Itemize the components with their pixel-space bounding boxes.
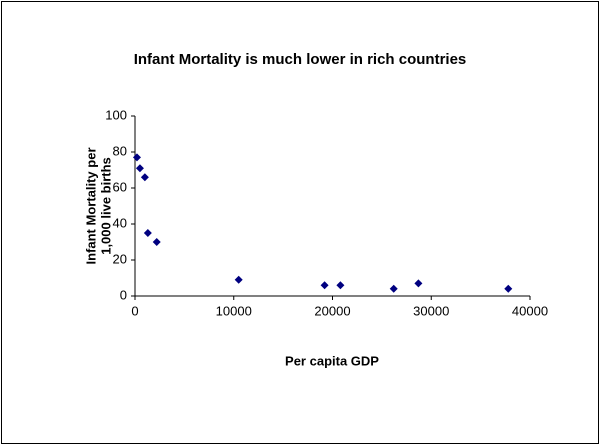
point <box>140 173 149 182</box>
chart-title: Infant Mortality is much lower in rich c… <box>134 51 467 68</box>
point <box>389 284 398 293</box>
point <box>336 281 345 290</box>
y-tick-label: 100 <box>105 107 127 122</box>
point <box>132 153 141 162</box>
point <box>320 281 329 290</box>
point <box>414 279 423 288</box>
x-tick-label: 0 <box>131 303 138 318</box>
x-tick-label: 30000 <box>413 303 449 318</box>
x-tick-label: 40000 <box>512 303 548 318</box>
point <box>135 164 144 173</box>
point <box>234 275 243 284</box>
point <box>143 229 152 237</box>
y-axis-title: 1,000 live births <box>98 157 113 255</box>
y-tick-label: 60 <box>113 179 127 194</box>
y-axis-title: Infant Mortality per <box>83 147 98 264</box>
point <box>504 284 513 293</box>
y-tick-label: 20 <box>113 251 127 266</box>
x-tick-label: 10000 <box>216 303 252 318</box>
y-tick-label: 40 <box>113 215 127 230</box>
point <box>152 238 161 246</box>
y-tick-label: 0 <box>120 287 127 302</box>
y-tick-label: 80 <box>113 143 127 158</box>
x-tick-label: 20000 <box>314 303 350 318</box>
x-axis-title: Per capita GDP <box>285 353 379 368</box>
